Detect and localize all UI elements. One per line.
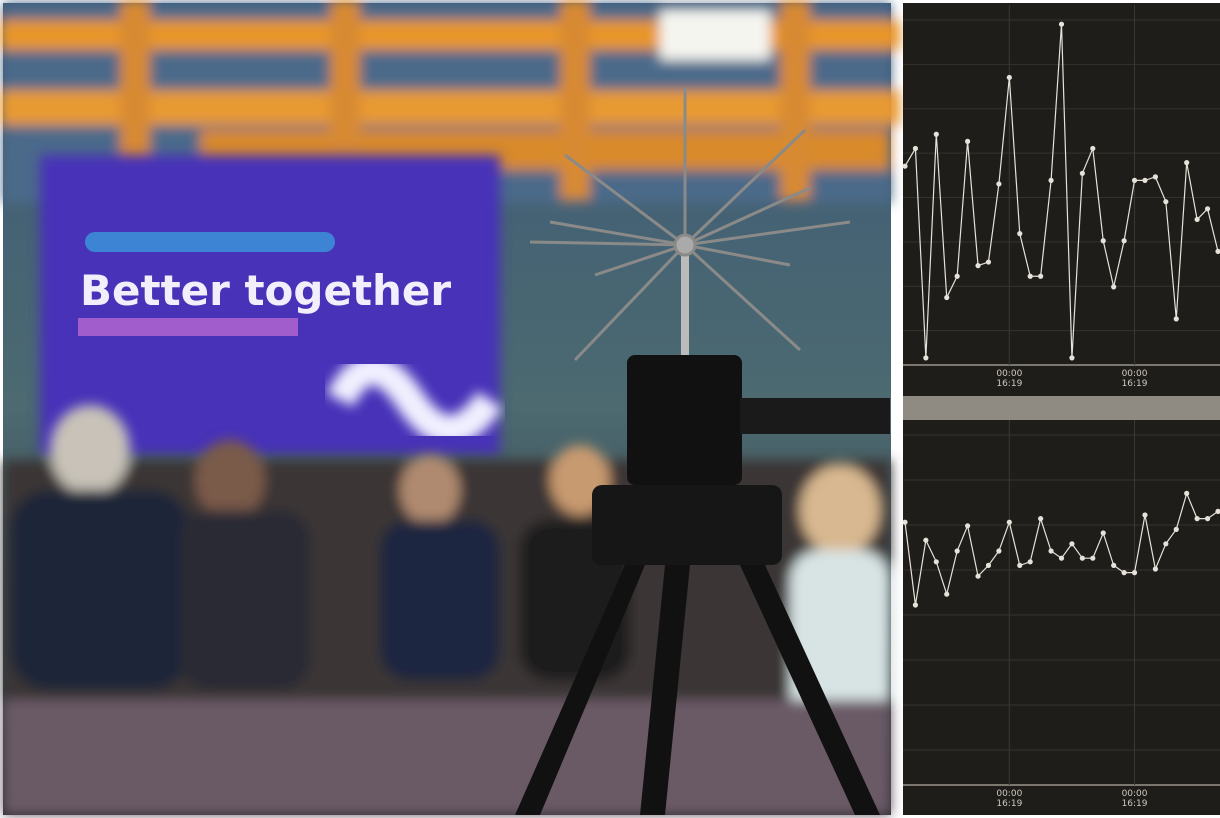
x-tick-label: 00:00 16:19 bbox=[1115, 369, 1155, 389]
data-point bbox=[986, 259, 991, 264]
data-point bbox=[986, 563, 991, 568]
data-point bbox=[1059, 22, 1064, 27]
data-point bbox=[1174, 527, 1179, 532]
data-point bbox=[1048, 548, 1053, 553]
data-point bbox=[1028, 274, 1033, 279]
data-point bbox=[1038, 274, 1043, 279]
data-point bbox=[1153, 566, 1158, 571]
data-point bbox=[1195, 217, 1200, 222]
data-point bbox=[1017, 563, 1022, 568]
screen: Better together bbox=[40, 155, 500, 455]
data-point bbox=[1007, 520, 1012, 525]
data-point bbox=[944, 592, 949, 597]
data-point bbox=[934, 559, 939, 564]
data-point bbox=[1142, 178, 1147, 183]
data-point bbox=[1090, 556, 1095, 561]
data-point bbox=[1059, 556, 1064, 561]
data-point bbox=[934, 132, 939, 137]
data-point bbox=[996, 181, 1001, 186]
data-point bbox=[1048, 178, 1053, 183]
data-point bbox=[1069, 355, 1074, 360]
data-point bbox=[1069, 541, 1074, 546]
data-point bbox=[965, 139, 970, 144]
data-point bbox=[1195, 516, 1200, 521]
data-point bbox=[1132, 178, 1137, 183]
data-point bbox=[1007, 75, 1012, 80]
data-point bbox=[1028, 559, 1033, 564]
data-point bbox=[1080, 171, 1085, 176]
screen-title: Better together bbox=[80, 266, 451, 315]
data-point bbox=[955, 274, 960, 279]
data-point bbox=[913, 602, 918, 607]
data-point bbox=[902, 164, 907, 169]
data-point bbox=[965, 523, 970, 528]
data-point bbox=[1017, 231, 1022, 236]
data-point bbox=[1163, 199, 1168, 204]
data-point bbox=[1205, 206, 1210, 211]
data-point bbox=[1090, 146, 1095, 151]
data-point bbox=[975, 263, 980, 268]
data-point bbox=[1184, 491, 1189, 496]
data-point bbox=[1174, 316, 1179, 321]
data-point bbox=[1101, 238, 1106, 243]
chart-separator bbox=[903, 396, 1220, 420]
data-point bbox=[1163, 541, 1168, 546]
data-point bbox=[1080, 556, 1085, 561]
x-tick-label: 00:00 16:19 bbox=[1115, 789, 1155, 809]
data-point bbox=[1122, 570, 1127, 575]
data-point bbox=[913, 146, 918, 151]
data-point bbox=[1142, 512, 1147, 517]
x-tick-label: 00:00 16:19 bbox=[989, 789, 1029, 809]
data-point bbox=[923, 355, 928, 360]
x-tick-label: 00:00 16:19 bbox=[989, 369, 1029, 389]
data-point bbox=[1153, 174, 1158, 179]
crowd bbox=[3, 405, 891, 815]
data-point bbox=[955, 548, 960, 553]
data-point bbox=[1111, 563, 1116, 568]
data-point bbox=[1205, 516, 1210, 521]
data-point bbox=[923, 538, 928, 543]
data-point bbox=[1038, 516, 1043, 521]
data-point bbox=[902, 520, 907, 525]
data-point bbox=[1111, 284, 1116, 289]
data-point bbox=[944, 295, 949, 300]
data-point bbox=[996, 548, 1001, 553]
data-point bbox=[1184, 160, 1189, 165]
data-point bbox=[1132, 570, 1137, 575]
page: Better together bbox=[0, 0, 1220, 818]
photo: Better together bbox=[0, 0, 900, 815]
data-point bbox=[1122, 238, 1127, 243]
scene: Better together bbox=[0, 0, 1220, 818]
data-point bbox=[975, 574, 980, 579]
data-point bbox=[1101, 530, 1106, 535]
